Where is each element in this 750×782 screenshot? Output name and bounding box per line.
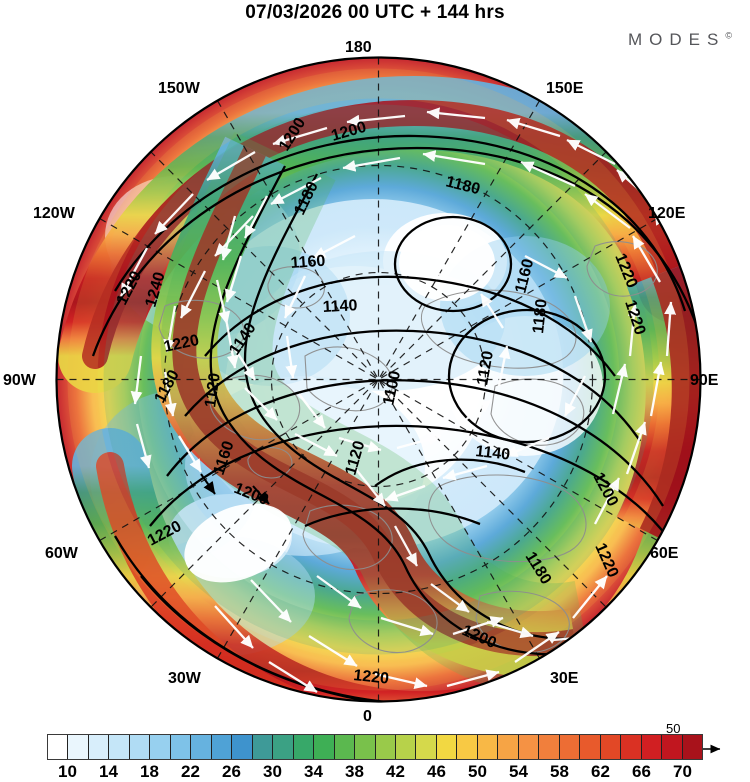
reference-vector-label: 50	[666, 721, 681, 736]
colorbar-tick: 54	[509, 762, 528, 781]
lon-label-90E: 90E	[690, 372, 719, 389]
colorbar-tick: 30	[263, 762, 282, 781]
modes-logo: MODES©	[628, 30, 732, 50]
copyright-icon: ©	[725, 30, 732, 41]
colorbar-cell	[293, 735, 315, 759]
lon-label-120E: 120E	[648, 205, 686, 222]
colorbar-cell	[498, 735, 519, 759]
colorbar-tick: 34	[304, 762, 323, 781]
colorbar-tick: 22	[181, 762, 200, 781]
contour-label: 1140	[322, 297, 358, 316]
contour-label: 1140	[475, 443, 511, 464]
colorbar-tick: 70	[673, 762, 692, 781]
map-content: 1200 1200 1180 1180 1160 1140 1240 1220 …	[56, 57, 701, 702]
colorbar-tick: 10	[58, 762, 77, 781]
colorbar-cell	[539, 735, 560, 759]
colorbar-cell	[314, 735, 335, 759]
colorbar-cell	[416, 735, 437, 759]
map-panel: 1200 1200 1180 1180 1160 1140 1240 1220 …	[0, 39, 750, 754]
colorbar-cell	[436, 735, 458, 759]
lon-label-180: 180	[345, 39, 372, 56]
globe-outline	[55, 56, 702, 703]
lon-label-90W: 90W	[3, 372, 36, 389]
modes-logo-text: MODES	[628, 30, 726, 49]
colorbar-tick: 14	[99, 762, 118, 781]
colorbar-tick: 38	[345, 762, 364, 781]
colorbar-cell	[191, 735, 212, 759]
colorbar-cell	[457, 735, 478, 759]
colorbar-cell	[273, 735, 294, 759]
colorbar-cell	[355, 735, 376, 759]
colorbar-cell	[395, 735, 417, 759]
colorbar-cell	[170, 735, 192, 759]
lon-label-0: 0	[363, 708, 372, 725]
colorbar-tick: 26	[222, 762, 241, 781]
colorbar-tick: 50	[468, 762, 487, 781]
colorbar-cell	[518, 735, 540, 759]
polar-stereographic-map[interactable]: 1200 1200 1180 1180 1160 1140 1240 1220 …	[55, 56, 702, 703]
colorbar-cell	[88, 735, 110, 759]
colorbar-cell	[621, 735, 642, 759]
colorbar-tick: 18	[140, 762, 159, 781]
colorbar-cell	[68, 735, 89, 759]
contour-label: 1220	[353, 667, 390, 688]
colorbar-cell	[150, 735, 171, 759]
colorbar-tick-labels: 10 14 18 22 26 30 34 38 42 46 50 54 58 62 66 70	[47, 762, 703, 782]
lon-label-150E: 150E	[546, 80, 584, 97]
colorbar-cell	[211, 735, 233, 759]
lon-label-120W: 120W	[33, 205, 75, 222]
colorbar-tick: 62	[591, 762, 610, 781]
colorbar-cell	[48, 735, 69, 759]
colorbar-cell	[252, 735, 274, 759]
colorbar-cell	[580, 735, 601, 759]
colorbar: 10 14 18 22 26 30 34 38 42 46 50 54 58 62 66 70	[0, 730, 750, 782]
contour-label: 1100	[380, 369, 404, 407]
colorbar-cell	[600, 735, 622, 759]
map-svg: 1200 1200 1180 1180 1160 1140 1240 1220 …	[55, 56, 702, 703]
lon-label-30W: 30W	[168, 670, 201, 687]
contour-label: 1160	[290, 253, 326, 272]
colorbar-swatches[interactable]	[47, 734, 703, 760]
colorbar-cell	[682, 735, 702, 759]
colorbar-tick: 46	[427, 762, 446, 781]
colorbar-cell	[375, 735, 396, 759]
colorbar-cell	[232, 735, 253, 759]
lon-label-60E: 60E	[650, 545, 679, 562]
colorbar-cell	[334, 735, 356, 759]
colorbar-tick: 42	[386, 762, 405, 781]
contour-label: 1180	[530, 298, 551, 334]
colorbar-tick: 58	[550, 762, 569, 781]
contour-direction-arrows	[200, 473, 270, 505]
colorbar-tick: 66	[632, 762, 651, 781]
colorbar-cell	[477, 735, 499, 759]
page-title: 07/03/2026 00 UTC + 144 hrs	[245, 2, 505, 23]
colorbar-cell	[662, 735, 683, 759]
colorbar-cell	[641, 735, 663, 759]
contour-label: 1120	[474, 349, 497, 386]
lon-label-30E: 30E	[550, 670, 579, 687]
lon-label-150W: 150W	[158, 80, 200, 97]
colorbar-cell	[559, 735, 581, 759]
colorbar-cell	[109, 735, 130, 759]
contour-label: 1120	[202, 372, 224, 409]
colorbar-cell	[129, 735, 151, 759]
lon-label-60W: 60W	[45, 545, 78, 562]
